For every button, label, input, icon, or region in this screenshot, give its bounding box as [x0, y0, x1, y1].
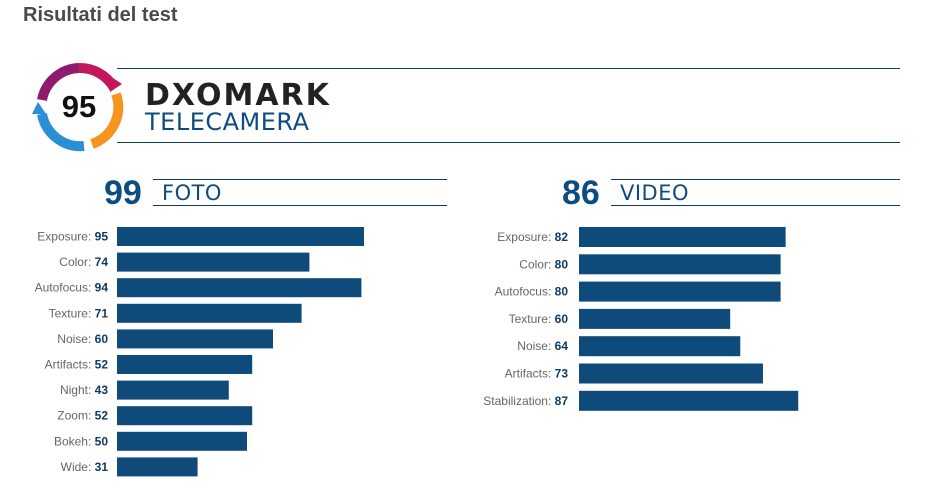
video-top-rule: [611, 179, 900, 180]
video-value-2: 80: [555, 285, 569, 299]
photo-label-3: Texture: 71: [49, 306, 109, 320]
brand-name: DXOMARK: [145, 78, 331, 113]
brand-bottom-rule: [117, 142, 900, 143]
video-category-4: Noise:: [517, 339, 554, 353]
video-bar-2: [579, 281, 781, 302]
video-category-0: Exposure:: [497, 230, 554, 244]
video-label-2: Autofocus: 80: [495, 285, 569, 299]
video-bar-1: [579, 254, 781, 275]
photo-label: FOTO: [162, 181, 222, 205]
score-ring-icon: [32, 63, 124, 152]
video-category-6: Stabilization:: [483, 394, 554, 408]
photo-bar-5: [117, 355, 253, 374]
photo-top-rule: [153, 179, 447, 180]
score-badge: 95: [30, 58, 128, 156]
photo-bar-1: [117, 252, 310, 272]
photo-value-7: 52: [95, 409, 109, 423]
video-bar-3: [579, 308, 731, 329]
video-category-3: Texture:: [509, 312, 555, 326]
brand-category: TELECAMERA: [145, 108, 310, 136]
video-score: 86: [562, 174, 600, 212]
photo-label-7: Zoom: 52: [57, 409, 108, 423]
photo-category-0: Exposure:: [37, 230, 94, 244]
video-label-5: Artifacts: 73: [505, 367, 569, 381]
photo-category-6: Night:: [60, 383, 95, 397]
photo-value-4: 60: [95, 332, 109, 346]
photo-label-9: Wide: 31: [61, 460, 109, 474]
photo-category-9: Wide:: [61, 460, 95, 474]
video-label-4: Noise: 64: [517, 339, 568, 353]
photo-value-0: 95: [95, 230, 109, 244]
photo-label-1: Color: 74: [59, 255, 108, 269]
photo-bar-9: [117, 457, 198, 477]
video-bar-5: [579, 363, 763, 384]
video-category-1: Color:: [519, 257, 554, 271]
photo-bar-2: [117, 278, 362, 298]
photo-bar-4: [117, 329, 273, 349]
photo-value-5: 52: [95, 358, 109, 372]
photo-category-3: Texture:: [49, 306, 95, 320]
video-label-3: Texture: 60: [509, 312, 569, 326]
photo-value-1: 74: [95, 255, 109, 269]
photo-label-0: Exposure: 95: [37, 230, 108, 244]
photo-category-7: Zoom:: [57, 409, 94, 423]
photo-value-2: 94: [95, 281, 109, 295]
video-bar-0: [579, 227, 786, 247]
photo-category-2: Autofocus:: [35, 281, 95, 295]
video-bar-4: [579, 336, 741, 357]
video-label-1: Color: 80: [519, 257, 568, 271]
photo-label-5: Artifacts: 52: [45, 358, 109, 372]
video-value-4: 64: [555, 339, 569, 353]
photo-label-2: Autofocus: 94: [35, 281, 109, 295]
photo-label-8: Bokeh: 50: [54, 434, 108, 448]
video-category-5: Artifacts:: [505, 367, 555, 381]
photo-label-4: Noise: 60: [57, 332, 108, 346]
brand-top-rule: [117, 68, 900, 69]
photo-value-9: 31: [95, 460, 109, 474]
photo-category-8: Bokeh:: [54, 434, 95, 448]
video-value-0: 82: [555, 230, 569, 244]
video-bottom-rule: [611, 205, 900, 206]
video-label: VIDEO: [620, 181, 690, 205]
video-value-1: 80: [555, 257, 569, 271]
photo-category-5: Artifacts:: [45, 358, 95, 372]
photo-score: 99: [104, 174, 142, 212]
photo-category-4: Noise:: [57, 332, 94, 346]
photo-bar-7: [117, 406, 253, 426]
photo-category-1: Color:: [59, 255, 94, 269]
video-category-2: Autofocus:: [495, 285, 555, 299]
video-label-6: Stabilization: 87: [483, 394, 568, 408]
overall-score: 95: [61, 89, 97, 124]
photo-bar-0: [117, 227, 364, 246]
photo-bar-6: [117, 380, 229, 400]
video-label-0: Exposure: 82: [497, 230, 568, 244]
video-value-5: 73: [555, 367, 569, 381]
video-value-6: 87: [555, 394, 569, 408]
video-bar-6: [579, 390, 799, 411]
photo-value-6: 43: [95, 383, 109, 397]
page-title: Risultati del test: [23, 4, 178, 26]
photo-bar-8: [117, 431, 247, 451]
photo-label-6: Night: 43: [60, 383, 108, 397]
photo-value-3: 71: [95, 306, 109, 320]
photo-value-8: 50: [95, 434, 109, 448]
photo-bottom-rule: [153, 205, 447, 206]
photo-bar-3: [117, 303, 302, 323]
video-value-3: 60: [555, 312, 569, 326]
